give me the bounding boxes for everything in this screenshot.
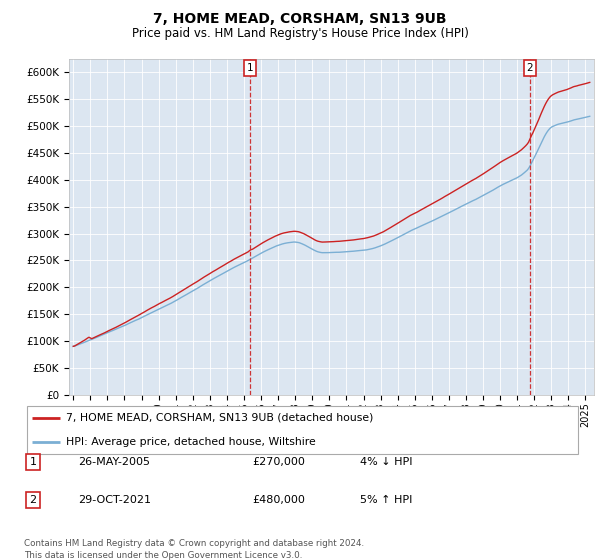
Text: 7, HOME MEAD, CORSHAM, SN13 9UB (detached house): 7, HOME MEAD, CORSHAM, SN13 9UB (detache… [66, 413, 373, 423]
Text: Contains HM Land Registry data © Crown copyright and database right 2024.
This d: Contains HM Land Registry data © Crown c… [24, 539, 364, 559]
FancyBboxPatch shape [27, 406, 578, 454]
Text: 26-MAY-2005: 26-MAY-2005 [78, 457, 150, 467]
Text: 7, HOME MEAD, CORSHAM, SN13 9UB: 7, HOME MEAD, CORSHAM, SN13 9UB [153, 12, 447, 26]
Text: Price paid vs. HM Land Registry's House Price Index (HPI): Price paid vs. HM Land Registry's House … [131, 27, 469, 40]
Text: £270,000: £270,000 [252, 457, 305, 467]
Text: 29-OCT-2021: 29-OCT-2021 [78, 495, 151, 505]
Text: 1: 1 [29, 457, 37, 467]
Text: 4% ↓ HPI: 4% ↓ HPI [360, 457, 413, 467]
Text: 2: 2 [29, 495, 37, 505]
Text: 1: 1 [247, 63, 253, 73]
Text: 5% ↑ HPI: 5% ↑ HPI [360, 495, 412, 505]
Text: £480,000: £480,000 [252, 495, 305, 505]
Text: 2: 2 [527, 63, 533, 73]
Text: HPI: Average price, detached house, Wiltshire: HPI: Average price, detached house, Wilt… [66, 437, 316, 447]
